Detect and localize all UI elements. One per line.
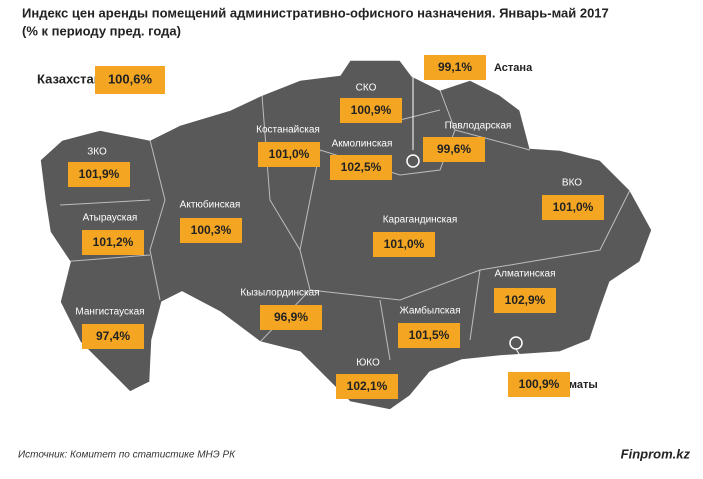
region-value: 101,0% xyxy=(269,147,310,161)
value-box xyxy=(398,323,460,348)
value-box xyxy=(82,324,144,349)
region-value: 100,9% xyxy=(519,377,560,391)
value-box xyxy=(423,137,485,162)
brand: Finprom.kz xyxy=(621,446,691,461)
city-marker xyxy=(406,154,420,168)
region-label: ЮКО xyxy=(356,358,380,369)
region-label: Павлодарская xyxy=(445,121,512,132)
source: Источник: Комитет по статистике МНЭ РК xyxy=(18,450,236,461)
regions: ЗКО 101,9% Атырауская 101,2% Мангистауская 97… xyxy=(68,55,604,399)
value-box xyxy=(508,372,570,397)
region-label: Костанайская xyxy=(256,125,320,136)
value-box xyxy=(373,232,435,257)
region-value: 102,5% xyxy=(341,160,382,174)
region-value: 101,2% xyxy=(93,235,134,249)
region-value: 100,3% xyxy=(191,223,232,237)
value-box xyxy=(258,142,320,167)
value-box xyxy=(260,305,322,330)
region-value: 102,1% xyxy=(347,379,388,393)
country-value: 100,6% xyxy=(108,71,153,86)
region-label: Мангистауская xyxy=(75,307,144,318)
region-value: 101,0% xyxy=(384,237,425,251)
region-label: Актюбинская xyxy=(180,199,241,211)
almaty-pointer xyxy=(515,348,531,373)
region-value: 101,0% xyxy=(553,200,594,214)
region-value: 96,9% xyxy=(274,310,308,324)
region-value: 101,5% xyxy=(409,328,450,342)
value-box xyxy=(542,195,604,220)
value-box xyxy=(82,230,144,255)
region-label: Карагандинская xyxy=(383,215,458,226)
subtitle: (% к периоду пред. года) xyxy=(22,23,181,38)
country-label: Казахстан xyxy=(37,71,102,86)
value-box xyxy=(68,162,130,187)
value-box xyxy=(330,155,392,180)
value-box xyxy=(424,55,486,80)
region-value: 97,4% xyxy=(96,329,130,343)
region-value: 99,6% xyxy=(437,142,471,156)
title: Индекс цен аренды помещений администрати… xyxy=(22,5,609,20)
value-box xyxy=(494,288,556,313)
value-box xyxy=(95,66,165,94)
region-label: Кызылординская xyxy=(240,288,319,299)
value-box xyxy=(340,98,402,123)
region-label: СКО xyxy=(356,83,377,94)
region-label: Атырауская xyxy=(83,213,138,224)
value-box xyxy=(180,218,242,243)
region-value: 99,1% xyxy=(438,60,472,74)
region-label: ВКО xyxy=(562,178,582,189)
value-box xyxy=(336,374,398,399)
region-label: Акмолинская xyxy=(332,139,393,150)
region-label: Алматинская xyxy=(495,269,556,280)
map-shape xyxy=(39,59,653,411)
region-value: 101,9% xyxy=(79,167,120,181)
region-label: Астана xyxy=(494,62,533,74)
region-label: Жамбылская xyxy=(400,305,461,317)
region-label: ЗКО xyxy=(87,147,107,158)
region-value: 100,9% xyxy=(351,103,392,117)
region-value: 102,9% xyxy=(505,293,546,307)
